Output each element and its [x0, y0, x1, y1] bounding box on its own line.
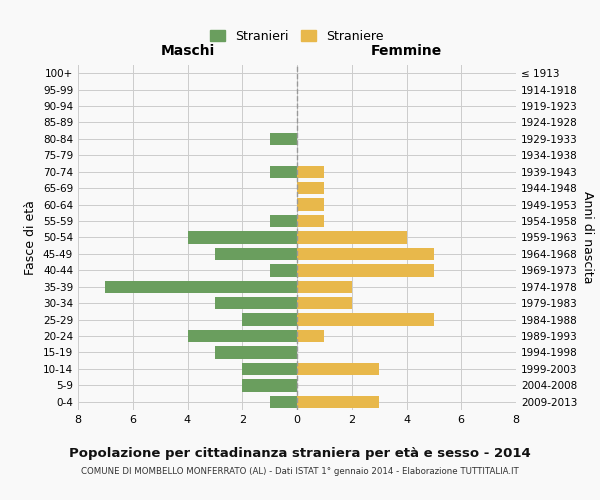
Bar — [297, 363, 379, 375]
Bar — [215, 346, 297, 358]
Bar — [269, 215, 297, 227]
Bar — [106, 280, 297, 293]
Bar — [187, 232, 297, 243]
Bar — [297, 314, 434, 326]
Bar — [297, 264, 434, 276]
Text: Maschi: Maschi — [160, 44, 215, 58]
Bar — [242, 379, 297, 392]
Bar — [297, 215, 325, 227]
Bar — [269, 133, 297, 145]
Bar — [187, 330, 297, 342]
Text: Femmine: Femmine — [371, 44, 442, 58]
Bar — [297, 198, 325, 211]
Bar — [297, 396, 379, 408]
Bar — [242, 314, 297, 326]
Bar — [297, 280, 352, 293]
Bar — [269, 264, 297, 276]
Text: Popolazione per cittadinanza straniera per età e sesso - 2014: Popolazione per cittadinanza straniera p… — [69, 448, 531, 460]
Legend: Stranieri, Straniere: Stranieri, Straniere — [206, 26, 388, 47]
Bar — [269, 166, 297, 178]
Bar — [215, 248, 297, 260]
Bar — [242, 363, 297, 375]
Text: COMUNE DI MOMBELLO MONFERRATO (AL) - Dati ISTAT 1° gennaio 2014 - Elaborazione T: COMUNE DI MOMBELLO MONFERRATO (AL) - Dat… — [81, 468, 519, 476]
Bar — [297, 330, 325, 342]
Y-axis label: Fasce di età: Fasce di età — [25, 200, 37, 275]
Y-axis label: Anni di nascita: Anni di nascita — [581, 191, 594, 284]
Bar — [297, 166, 325, 178]
Bar — [215, 297, 297, 310]
Bar — [297, 248, 434, 260]
Bar — [297, 232, 407, 243]
Bar — [269, 396, 297, 408]
Bar — [297, 182, 325, 194]
Bar — [297, 297, 352, 310]
